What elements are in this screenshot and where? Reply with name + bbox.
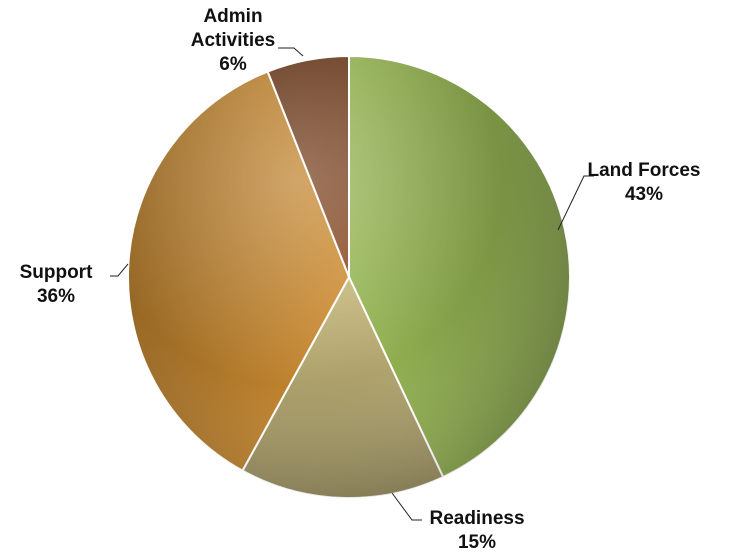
slice-label-land-forces: Land Forces (588, 160, 701, 181)
leader-line-land-forces (557, 175, 594, 231)
slice-value-admin-activities: 6% (219, 54, 247, 75)
leader-line-admin-activities (278, 47, 304, 57)
leader-line-support (110, 263, 129, 277)
slice-label-support: Support (20, 262, 93, 283)
slice-label-readiness: Readiness (429, 508, 524, 529)
leader-lines (110, 47, 594, 521)
slice-value-land-forces: 43% (625, 184, 663, 205)
slice-value-readiness: 15% (458, 532, 496, 552)
slice-value-support: 36% (37, 286, 75, 307)
pie-slices (127, 54, 571, 499)
leader-line-readiness (391, 492, 422, 521)
slice-label-admin-activities-1: Admin (203, 6, 262, 27)
slice-label-admin-activities-2: Activities (191, 30, 275, 51)
slice-labels: Land Forces 43% Readiness 15% Support 36% Admi… (20, 6, 701, 552)
